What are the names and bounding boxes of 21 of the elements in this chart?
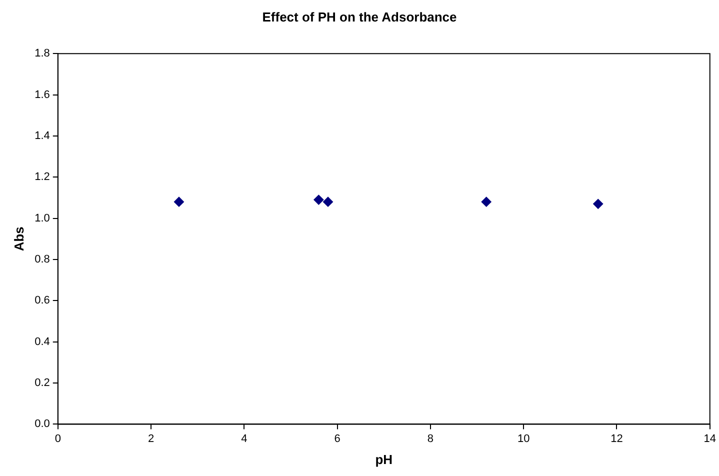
chart-title: Effect of PH on the Adsorbance (262, 9, 457, 24)
x-tick-label: 2 (148, 432, 154, 445)
x-axis-title: pH (375, 452, 393, 467)
y-tick-label: 0.6 (34, 294, 50, 307)
y-tick-label: 1.6 (34, 88, 50, 101)
y-tick-label: 1.0 (34, 212, 50, 224)
y-axis-title: Abs (11, 226, 26, 252)
y-tick-label: 1.4 (34, 130, 50, 142)
x-tick-label: 14 (704, 432, 716, 445)
y-tick-label: 1.2 (34, 171, 50, 184)
y-tick-label: 0.2 (34, 377, 50, 390)
y-tick-label: 0.8 (34, 254, 50, 266)
x-tick-label: 8 (427, 432, 434, 445)
y-tick-label: 1.8 (34, 48, 50, 60)
y-tick-label: 0.4 (34, 336, 50, 348)
x-tick-label: 10 (517, 432, 530, 445)
x-tick-label: 4 (241, 432, 248, 445)
x-tick-label: 12 (610, 432, 623, 445)
y-tick-label: 0.0 (34, 418, 50, 430)
x-tick-label: 6 (334, 432, 340, 445)
x-tick-label: 0 (54, 432, 61, 445)
